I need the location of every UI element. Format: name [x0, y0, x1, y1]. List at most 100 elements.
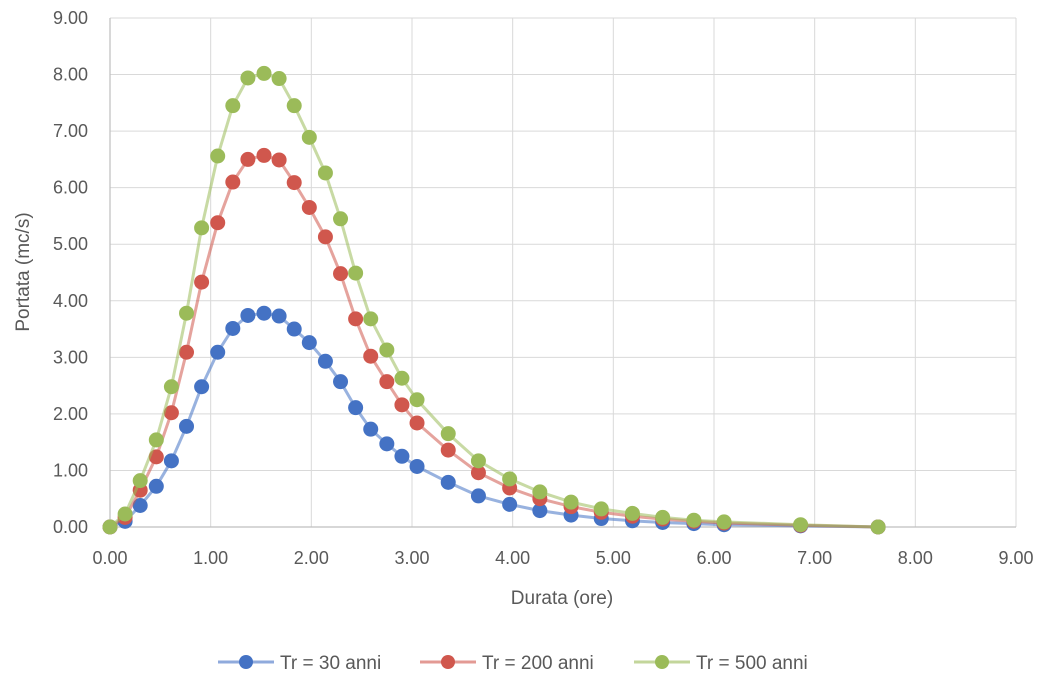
data-point [409, 458, 425, 474]
data-point [716, 514, 732, 530]
x-tick-label: 1.00 [193, 548, 228, 568]
series-3 [102, 65, 886, 535]
legend-marker [239, 655, 253, 669]
data-point [333, 266, 349, 282]
data-point [148, 432, 164, 448]
y-tick-label: 1.00 [53, 460, 88, 480]
data-point [194, 379, 210, 395]
data-point [394, 397, 410, 413]
y-tick-label: 8.00 [53, 65, 88, 85]
data-point [624, 505, 640, 521]
x-axis-title: Durata (ore) [511, 588, 613, 609]
data-point [163, 405, 179, 421]
y-tick-label: 3.00 [53, 347, 88, 367]
data-point [179, 305, 195, 321]
legend-item: Tr = 30 anni [218, 653, 381, 674]
data-point [870, 519, 886, 535]
series-1 [102, 305, 886, 535]
data-point [102, 519, 118, 535]
data-point [148, 478, 164, 494]
series-2 [102, 147, 886, 535]
data-point [286, 175, 302, 191]
x-tick-label: 5.00 [596, 548, 631, 568]
data-point [317, 229, 333, 245]
data-point [379, 342, 395, 358]
legend-marker [655, 655, 669, 669]
data-point [163, 453, 179, 469]
data-point [194, 274, 210, 290]
gridlines [110, 17, 1017, 527]
data-point [409, 415, 425, 431]
data-point [379, 436, 395, 452]
data-point [132, 473, 148, 489]
y-axis-title: Portata (mc/s) [13, 212, 34, 331]
data-point [502, 496, 518, 512]
x-tick-label: 8.00 [898, 548, 933, 568]
data-point [194, 220, 210, 236]
x-tick-label: 3.00 [394, 548, 429, 568]
data-point [240, 307, 256, 323]
data-point [271, 152, 287, 168]
x-tick-label: 4.00 [495, 548, 530, 568]
data-point [317, 353, 333, 369]
x-tick-label: 9.00 [998, 548, 1033, 568]
legend-item: Tr = 500 anni [634, 653, 808, 674]
y-tick-label: 4.00 [53, 291, 88, 311]
x-tick-label: 2.00 [294, 548, 329, 568]
data-point [348, 265, 364, 281]
data-point [210, 148, 226, 164]
legend-item: Tr = 200 anni [420, 653, 594, 674]
data-point [333, 374, 349, 390]
data-point [271, 71, 287, 87]
legend-label: Tr = 500 anni [696, 653, 808, 674]
y-tick-label: 5.00 [53, 234, 88, 254]
data-point [470, 453, 486, 469]
y-tick-label: 7.00 [53, 121, 88, 141]
y-tick-label: 9.00 [53, 8, 88, 28]
data-point [593, 501, 609, 517]
data-point [686, 512, 702, 528]
data-point [210, 344, 226, 360]
data-point [256, 305, 272, 321]
data-point [363, 421, 379, 437]
data-point [301, 129, 317, 145]
data-point [333, 211, 349, 227]
x-tick-label: 7.00 [797, 548, 832, 568]
data-point [301, 199, 317, 215]
tick-labels: 0.00 1.00 2.00 3.00 4.00 5.00 6.00 7.00 8.00 9.00… [53, 8, 1034, 568]
y-tick-label: 2.00 [53, 404, 88, 424]
data-point [440, 442, 456, 458]
data-point [440, 474, 456, 490]
data-point [117, 506, 133, 522]
data-point [240, 70, 256, 86]
data-point [286, 321, 302, 337]
x-tick-label: 6.00 [696, 548, 731, 568]
data-point [225, 174, 241, 190]
series-line [109, 71, 879, 529]
data-point [132, 498, 148, 514]
data-point [348, 400, 364, 416]
data-point [394, 448, 410, 464]
data-point [440, 426, 456, 442]
data-point [240, 151, 256, 167]
data-point [225, 320, 241, 336]
data-point [210, 215, 226, 231]
data-point [655, 509, 671, 525]
data-point [502, 471, 518, 487]
data-point [271, 308, 287, 324]
series-line [109, 311, 879, 529]
data-point [793, 517, 809, 533]
series-group [102, 65, 886, 535]
x-tick-label: 0.00 [92, 548, 127, 568]
axes [109, 18, 1016, 528]
data-point [470, 465, 486, 481]
legend-label: Tr = 30 anni [280, 653, 381, 674]
data-point [225, 98, 241, 114]
data-point [179, 344, 195, 360]
data-point [409, 392, 425, 408]
data-point [532, 503, 548, 519]
data-point [286, 98, 302, 114]
data-point [163, 379, 179, 395]
